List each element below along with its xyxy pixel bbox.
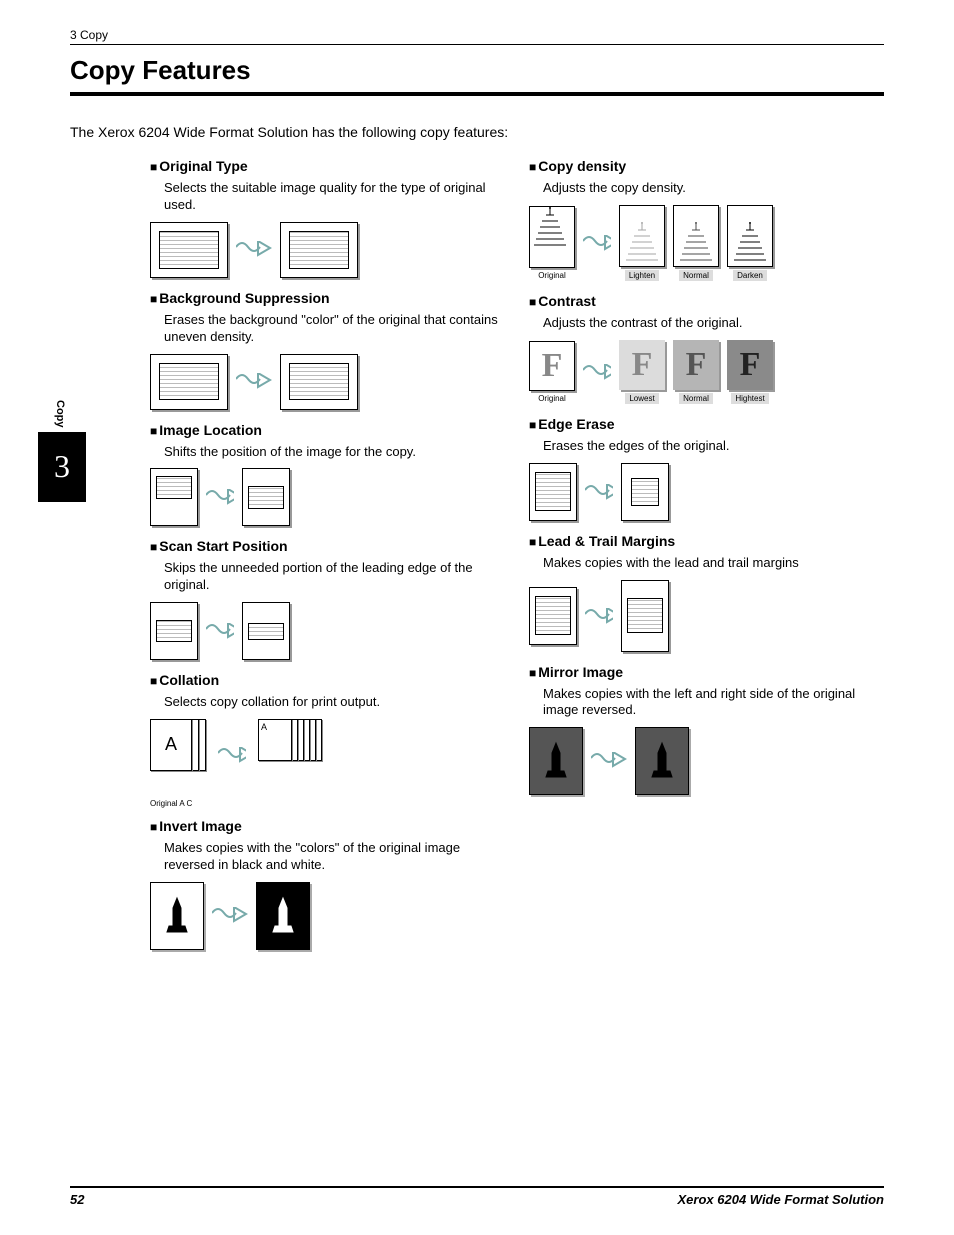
doc-thumb <box>150 354 228 410</box>
arrow-icon <box>585 608 613 624</box>
density-sample: Original <box>529 206 575 280</box>
feature-title: Copy density <box>529 158 884 174</box>
illustration <box>150 354 505 410</box>
page-header: 3 Copy <box>70 28 884 45</box>
rocket-thumb <box>529 727 583 795</box>
feature-title: Background Suppression <box>150 290 505 306</box>
left-column: Original Type Selects the suitable image… <box>150 158 505 962</box>
illustration: Original Lighten Normal Darken <box>529 205 884 281</box>
contrast-sample: F Normal <box>673 340 719 404</box>
rocket-thumb-inverted <box>256 882 310 950</box>
feature-invert-image: Invert Image Makes copies with the "colo… <box>150 818 505 950</box>
feature-desc: Skips the unneeded portion of the leadin… <box>164 560 505 594</box>
page-footer: 52 Xerox 6204 Wide Format Solution <box>70 1186 884 1207</box>
doc-thumb <box>529 587 577 645</box>
illustration <box>150 468 505 526</box>
feature-desc: Erases the background "color" of the ori… <box>164 312 505 346</box>
product-name: Xerox 6204 Wide Format Solution <box>678 1192 884 1207</box>
density-sample: Darken <box>727 205 773 281</box>
feature-image-location: Image Location Shifts the position of th… <box>150 422 505 527</box>
feature-desc: Selects the suitable image quality for t… <box>164 180 505 214</box>
arrow-icon <box>212 907 248 925</box>
doc-thumb <box>621 580 669 652</box>
feature-desc: Makes copies with the "colors" of the or… <box>164 840 505 874</box>
page-number: 52 <box>70 1192 84 1207</box>
arrow-icon <box>218 747 246 763</box>
feature-title: Image Location <box>150 422 505 438</box>
density-sample: Normal <box>673 205 719 281</box>
feature-desc: Erases the edges of the original. <box>543 438 884 455</box>
page-title: Copy Features <box>70 55 884 96</box>
doc-thumb <box>150 222 228 278</box>
feature-title: Scan Start Position <box>150 538 505 554</box>
feature-title: Mirror Image <box>529 664 884 680</box>
arrow-icon <box>583 235 611 251</box>
arrow-icon <box>236 241 272 259</box>
arrow-icon <box>236 373 272 391</box>
feature-desc: Adjusts the contrast of the original. <box>543 315 884 332</box>
illustration: C B A C B A C B A <box>150 719 505 791</box>
feature-contrast: Contrast Adjusts the contrast of the ori… <box>529 293 884 404</box>
doc-thumb <box>242 602 290 660</box>
feature-collation: Collation Selects copy collation for pri… <box>150 672 505 808</box>
contrast-sample: F Lowest <box>619 340 665 404</box>
arrow-icon <box>591 752 627 770</box>
feature-scan-start: Scan Start Position Skips the unneeded p… <box>150 538 505 660</box>
doc-thumb <box>621 463 669 521</box>
feature-lead-trail: Lead & Trail Margins Makes copies with t… <box>529 533 884 652</box>
feature-title: Edge Erase <box>529 416 884 432</box>
rocket-thumb-mirrored <box>635 727 689 795</box>
illustration <box>529 727 884 795</box>
feature-edge-erase: Edge Erase Erases the edges of the origi… <box>529 416 884 521</box>
illustration <box>529 463 884 521</box>
arrow-icon <box>583 364 611 380</box>
arrow-icon <box>206 623 234 639</box>
feature-mirror-image: Mirror Image Makes copies with the left … <box>529 664 884 796</box>
feature-title: Invert Image <box>150 818 505 834</box>
feature-desc: Shifts the position of the image for the… <box>164 444 505 461</box>
doc-thumb <box>150 468 198 526</box>
side-tab: Copy 3 <box>38 400 86 520</box>
feature-desc: Makes copies with the left and right sid… <box>543 686 884 720</box>
feature-desc: Selects copy collation for print output. <box>164 694 505 711</box>
contrast-sample: F Original <box>529 341 575 403</box>
illustration <box>150 222 505 278</box>
arrow-icon <box>206 489 234 505</box>
side-tab-number: 3 <box>38 432 86 502</box>
contrast-sample: F Hightest <box>727 340 773 404</box>
collation-stack-left: C B A <box>150 719 210 791</box>
illustration: F Original F Lowest F Normal F Hightest <box>529 340 884 404</box>
feature-title: Collation <box>150 672 505 688</box>
right-column: Copy density Adjusts the copy density. O… <box>529 158 884 962</box>
side-tab-label: Copy <box>54 400 66 428</box>
feature-original-type: Original Type Selects the suitable image… <box>150 158 505 278</box>
feature-title: Lead & Trail Margins <box>529 533 884 549</box>
sheet: A <box>150 719 192 771</box>
breadcrumb: 3 Copy <box>70 28 108 42</box>
feature-copy-density: Copy density Adjusts the copy density. O… <box>529 158 884 281</box>
collation-caption: Original A C <box>150 799 505 808</box>
doc-thumb <box>280 222 358 278</box>
collation-stack-right: C B A C B A <box>254 719 334 791</box>
doc-thumb <box>529 463 577 521</box>
illustration <box>529 580 884 652</box>
content-columns: Original Type Selects the suitable image… <box>150 158 884 962</box>
feature-desc: Makes copies with the lead and trail mar… <box>543 555 884 572</box>
rocket-thumb <box>150 882 204 950</box>
feature-background-suppression: Background Suppression Erases the backgr… <box>150 290 505 410</box>
sheet: A <box>258 719 292 761</box>
intro-text: The Xerox 6204 Wide Format Solution has … <box>70 124 884 140</box>
illustration <box>150 602 505 660</box>
density-sample: Lighten <box>619 205 665 281</box>
arrow-icon <box>585 484 613 500</box>
illustration <box>150 882 505 950</box>
doc-thumb <box>150 602 198 660</box>
doc-thumb <box>242 468 290 526</box>
feature-title: Original Type <box>150 158 505 174</box>
doc-thumb <box>280 354 358 410</box>
feature-title: Contrast <box>529 293 884 309</box>
feature-desc: Adjusts the copy density. <box>543 180 884 197</box>
